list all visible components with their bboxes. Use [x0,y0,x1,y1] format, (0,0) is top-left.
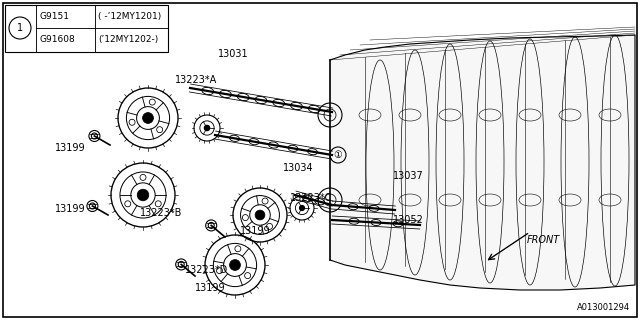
Circle shape [300,206,305,211]
Text: 13199: 13199 [55,143,86,153]
Bar [5,5,168,52]
Text: 13223*D: 13223*D [185,265,228,275]
Text: 13199: 13199 [55,204,86,214]
Text: 13034: 13034 [283,163,314,173]
Text: G9151: G9151 [39,12,69,20]
Circle shape [204,125,210,131]
Text: ( -’12MY1201): ( -’12MY1201) [98,12,161,20]
Circle shape [230,260,241,270]
Text: FRONT: FRONT [527,235,560,245]
Text: ①: ① [333,150,342,160]
Circle shape [143,113,154,124]
Polygon shape [330,35,635,290]
Circle shape [255,210,265,220]
Text: 1: 1 [17,23,23,33]
Text: 13223*A: 13223*A [175,75,217,85]
Text: 13031: 13031 [218,49,248,59]
Text: (’12MY1202-): (’12MY1202-) [98,35,158,44]
Text: 13037: 13037 [393,171,424,181]
Text: G91608: G91608 [39,35,75,44]
Text: 13199: 13199 [240,226,271,236]
Text: 13199: 13199 [195,283,226,293]
Text: 13223*B: 13223*B [140,208,182,218]
Circle shape [137,189,148,201]
Text: 13052: 13052 [393,215,424,225]
Text: 13223*C: 13223*C [290,193,332,203]
Text: A013001294: A013001294 [577,303,630,312]
